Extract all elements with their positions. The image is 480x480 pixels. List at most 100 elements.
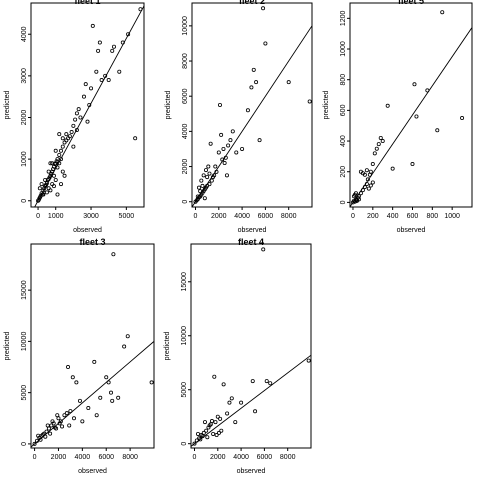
data-point: [198, 189, 203, 194]
data-point: [60, 136, 65, 141]
data-point: [212, 374, 217, 379]
data-point: [209, 178, 214, 183]
data-point: [207, 171, 212, 176]
data-point: [356, 197, 361, 202]
data-point: [211, 431, 216, 436]
y-tick-label: 10000: [182, 16, 189, 36]
data-point: [57, 132, 62, 137]
data-point: [57, 421, 62, 426]
data-point: [98, 395, 103, 400]
y-tick-label: 0: [21, 442, 28, 446]
y-tick-label: 1000: [340, 41, 347, 57]
data-point: [390, 166, 395, 171]
data-point: [253, 409, 258, 414]
data-point: [425, 88, 430, 93]
data-point: [50, 419, 55, 424]
data-point: [76, 107, 81, 112]
fit-line: [350, 27, 472, 207]
data-point: [111, 44, 116, 49]
data-point: [239, 400, 244, 405]
data-point: [206, 164, 211, 169]
data-point: [360, 188, 365, 193]
data-point: [353, 191, 358, 196]
y-tick-label: 8000: [182, 53, 189, 69]
panel-1: fleet 10 1000 3000 500001000200030004000obs…: [4, 0, 145, 234]
data-point: [68, 409, 73, 414]
data-point: [64, 132, 69, 137]
data-point: [203, 168, 208, 173]
x-tick-label: 800: [426, 213, 438, 220]
x-tick-label: 0: [33, 454, 37, 461]
data-point: [214, 433, 219, 438]
data-point: [251, 67, 256, 72]
plot-frame: [349, 2, 473, 208]
data-point: [106, 380, 111, 385]
data-point: [368, 183, 373, 188]
data-point: [104, 375, 109, 380]
data-point: [66, 136, 71, 141]
data-point: [50, 161, 55, 166]
data-point: [220, 157, 225, 162]
data-point: [59, 182, 64, 187]
data-point: [219, 428, 224, 433]
data-point: [94, 69, 99, 74]
data-point: [66, 365, 71, 370]
data-point: [376, 142, 381, 147]
y-tick-label: 1000: [21, 151, 28, 167]
data-point: [67, 423, 72, 428]
y-tick-label: 4000: [21, 26, 28, 42]
y-tick-label: 6000: [182, 88, 189, 104]
data-point: [412, 82, 417, 87]
data-point: [368, 169, 373, 174]
plot-frame: [30, 2, 145, 208]
data-point: [116, 395, 121, 400]
data-point: [230, 129, 235, 134]
data-point: [62, 140, 67, 145]
data-point: [62, 173, 67, 178]
data-point: [94, 413, 99, 418]
data-point: [44, 190, 49, 195]
data-point: [199, 178, 204, 183]
data-point: [204, 428, 209, 433]
data-point: [202, 196, 207, 201]
data-point: [71, 123, 76, 128]
data-point: [44, 429, 49, 434]
plot-frame: [190, 243, 312, 449]
data-point: [370, 162, 375, 167]
y-tick-label: 10000: [21, 332, 28, 352]
data-point: [43, 434, 48, 439]
data-point: [117, 69, 122, 74]
fit-line: [191, 354, 311, 447]
data-point: [224, 173, 229, 178]
data-point: [125, 334, 130, 339]
data-point: [216, 150, 221, 155]
data-point: [227, 400, 232, 405]
data-point: [210, 175, 215, 180]
data-point: [51, 164, 56, 169]
data-point: [205, 435, 210, 440]
x-tick-label: 1000: [444, 213, 460, 220]
panel-4: fleet 3 0 2000 4000 6000 8000 0 5000 10000 15000 o…: [4, 237, 155, 475]
data-point: [268, 381, 273, 386]
data-point: [110, 398, 115, 403]
data-point: [225, 411, 230, 416]
data-point: [257, 138, 262, 143]
data-point: [110, 48, 115, 53]
fit-line: [192, 25, 312, 207]
data-point: [358, 191, 363, 196]
data-point: [261, 247, 266, 252]
data-point: [207, 182, 212, 187]
data-point: [55, 413, 60, 418]
data-point: [60, 169, 65, 174]
data-point: [200, 183, 205, 188]
data-point: [39, 182, 44, 187]
data-point: [71, 416, 76, 421]
data-point: [195, 194, 200, 199]
data-point: [122, 344, 127, 349]
data-point: [435, 128, 440, 133]
data-point: [214, 169, 219, 174]
data-point: [264, 379, 269, 384]
y-tick-label: 3000: [21, 68, 28, 84]
x-tick-label: 600: [407, 213, 419, 220]
